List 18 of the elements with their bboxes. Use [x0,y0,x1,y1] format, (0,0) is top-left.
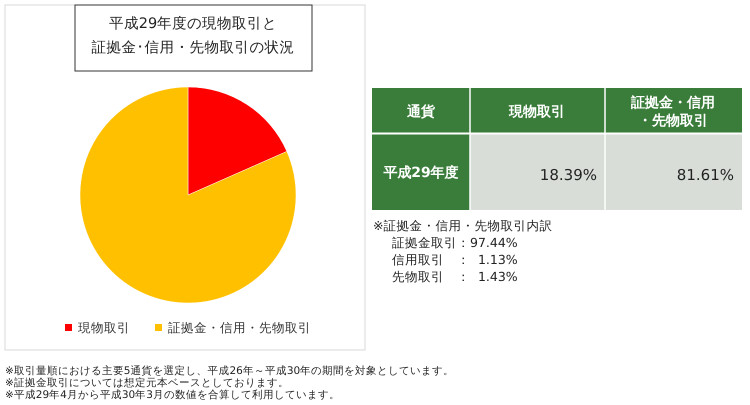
pie-slice [80,86,296,304]
chart-title: 平成29年度の現物取引と証拠金･信用・先物取引の状況 [92,15,294,56]
text: ・先物取引 [638,113,708,129]
text: 先物取引 ： 1.43% [392,269,518,284]
text: 証拠金取引：97.44% [392,235,518,250]
text: 証拠金・信用 [630,94,715,111]
text: 平成29年度 [382,164,459,181]
text: ※平成29年4月から平成30年3月の数値を合算して利用しています。 [5,388,340,401]
text: 18.39% [540,166,597,184]
text: ※取引量順における主要5通貨を選定し、平成26年～平成30年の期間を対象としています。 [5,364,454,377]
legend-label: 証拠金・信用・先物取引 [168,320,311,335]
text: 信用取引 ： 1.13% [392,252,518,267]
text: 通貨 [406,103,435,120]
text: ※証拠金・信用・先物取引内訳 [373,218,552,233]
text: 81.61% [676,166,734,184]
legend-label: 現物取引 [78,320,130,335]
text: 現物取引 [508,104,565,120]
text: ※証拠金取引については想定元本ベースとしております。 [5,376,289,389]
